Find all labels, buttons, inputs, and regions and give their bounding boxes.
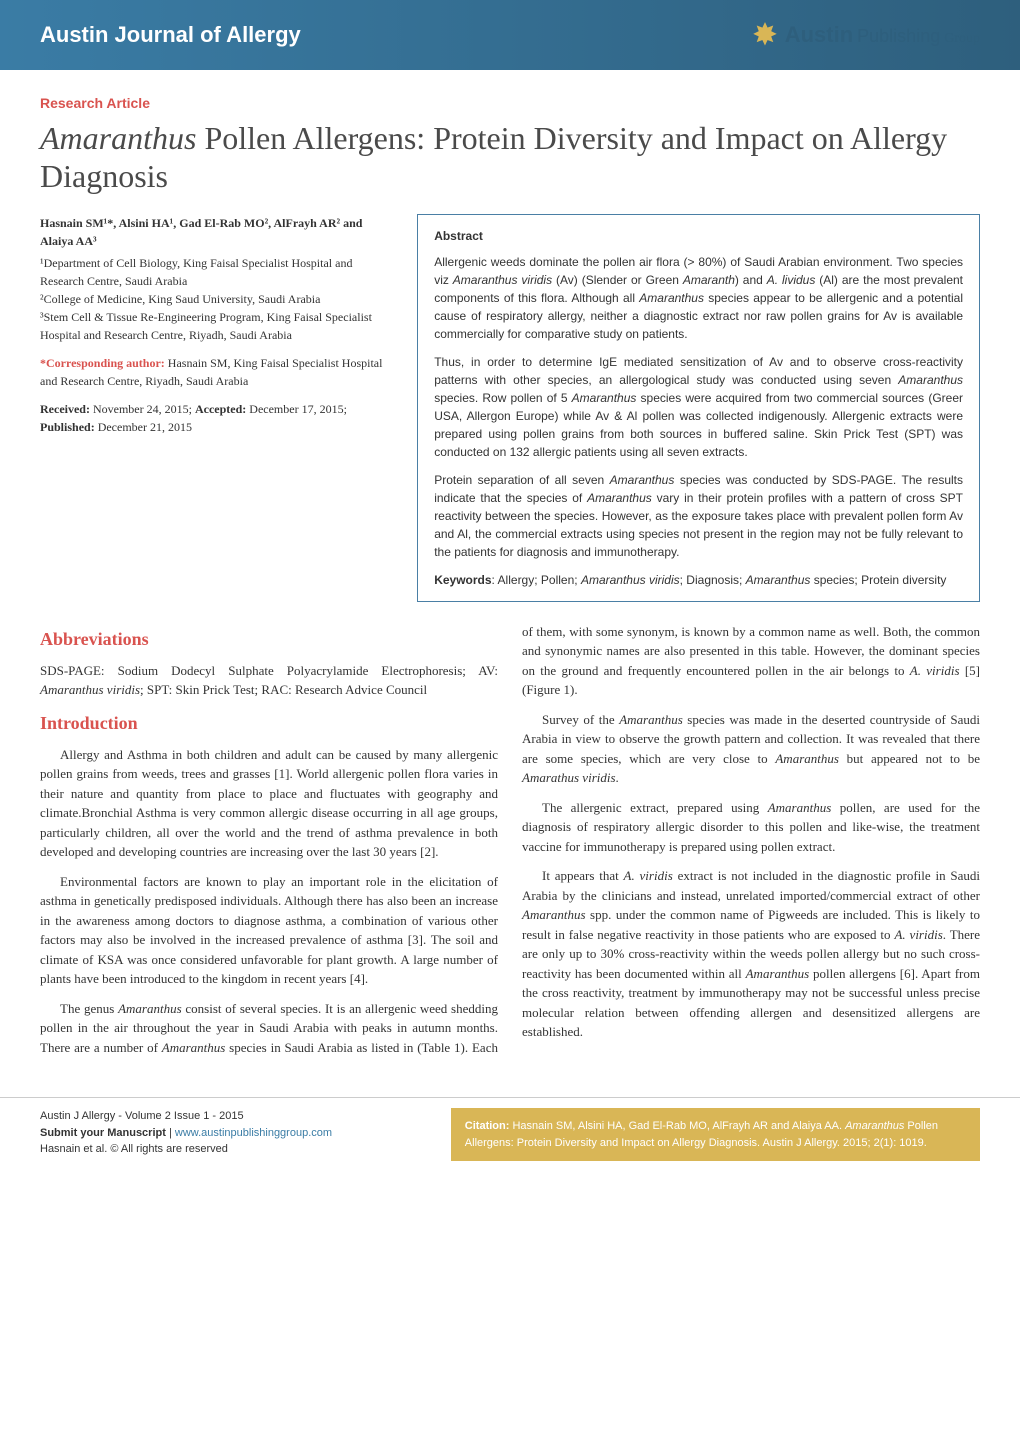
authors: Hasnain SM¹*, Alsini HA¹, Gad El-Rab MO²…: [40, 214, 397, 250]
publisher-publishing: Publishing: [857, 26, 940, 47]
introduction-heading: Introduction: [40, 710, 498, 737]
abbreviations-text: SDS-PAGE: Sodium Dodecyl Sulphate Polyac…: [40, 661, 498, 700]
page-footer: Austin J Allergy - Volume 2 Issue 1 - 20…: [0, 1097, 1020, 1191]
affiliations: ¹Department of Cell Biology, King Faisal…: [40, 254, 397, 344]
publisher-austin: Austin: [785, 22, 853, 48]
footer-copyright: Hasnain et al. © All rights are reserved: [40, 1141, 435, 1158]
corresponding-author: *Corresponding author: Hasnain SM, King …: [40, 354, 397, 390]
citation-label: Citation:: [465, 1120, 510, 1132]
article-title: Amaranthus Pollen Allergens: Protein Div…: [40, 119, 980, 196]
intro-p5: The allergenic extract, prepared using A…: [522, 798, 980, 857]
keywords-label: Keywords: [434, 573, 491, 587]
abstract-p1: Allergenic weeds dominate the pollen air…: [434, 253, 963, 343]
footer-submit-label: Submit your Manuscript: [40, 1127, 166, 1139]
abstract-p2: Thus, in order to determine IgE mediated…: [434, 353, 963, 461]
footer-volume: Austin J Allergy - Volume 2 Issue 1 - 20…: [40, 1108, 435, 1125]
footer-citation: Citation: Hasnain SM, Alsini HA, Gad El-…: [451, 1108, 980, 1161]
abbreviations-heading: Abbreviations: [40, 626, 498, 653]
footer-submit-link[interactable]: www.austinpublishinggroup.com: [175, 1127, 332, 1139]
abstract-p3: Protein separation of all seven Amaranth…: [434, 471, 963, 561]
abstract-keywords: Keywords: Allergy; Pollen; Amaranthus vi…: [434, 571, 963, 589]
publisher-group: Group: [944, 31, 980, 47]
journal-title: Austin Journal of Allergy: [0, 22, 301, 48]
keywords-text: : Allergy; Pollen; Amaranthus viridis; D…: [492, 573, 947, 587]
intro-p6: It appears that A. viridis extract is no…: [522, 866, 980, 1042]
citation-text: Hasnain SM, Alsini HA, Gad El-Rab MO, Al…: [465, 1120, 938, 1149]
intro-p4: Survey of the Amaranthus species was mad…: [522, 710, 980, 788]
article-body: Abbreviations SDS-PAGE: Sodium Dodecyl S…: [40, 622, 980, 1058]
abstract-heading: Abstract: [434, 227, 963, 245]
main-content: Research Article Amaranthus Pollen Aller…: [0, 70, 1020, 1077]
corresponding-label: *Corresponding author:: [40, 356, 165, 370]
journal-header: Austin Journal of Allergy ✸ Austin Publi…: [0, 0, 1020, 70]
article-type: Research Article: [40, 95, 980, 111]
article-meta: Hasnain SM¹*, Alsini HA¹, Gad El-Rab MO²…: [40, 214, 397, 602]
publisher-name: Austin Publishing Group: [785, 22, 980, 48]
intro-p1: Allergy and Asthma in both children and …: [40, 745, 498, 862]
meta-abstract-row: Hasnain SM¹*, Alsini HA¹, Gad El-Rab MO²…: [40, 214, 980, 602]
publication-dates: Received: November 24, 2015; Accepted: D…: [40, 400, 397, 436]
publisher-logo: ✸ Austin Publishing Group: [753, 18, 1020, 52]
footer-submit: Submit your Manuscript | www.austinpubli…: [40, 1125, 435, 1142]
abstract-box: Abstract Allergenic weeds dominate the p…: [417, 214, 980, 602]
publisher-logo-icon: ✸: [753, 18, 776, 52]
intro-p2: Environmental factors are known to play …: [40, 872, 498, 989]
footer-left: Austin J Allergy - Volume 2 Issue 1 - 20…: [40, 1108, 435, 1161]
